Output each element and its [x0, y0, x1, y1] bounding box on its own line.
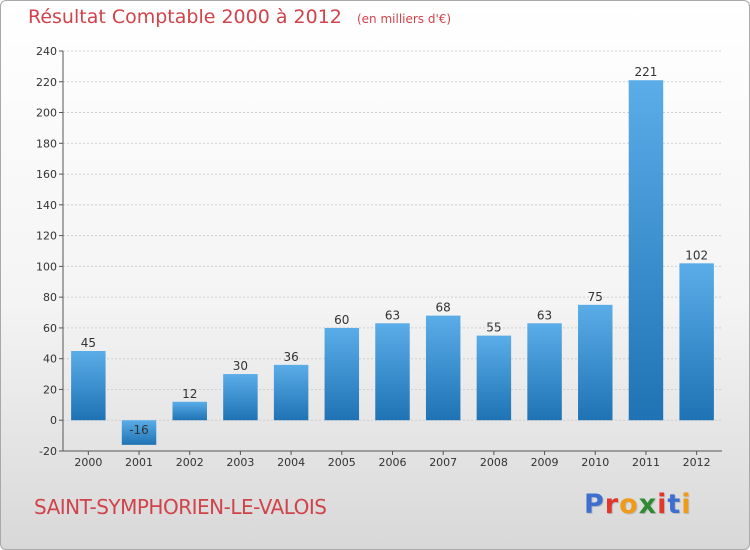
y-tick-label: -20	[39, 445, 57, 458]
y-tick-label: 140	[36, 199, 57, 212]
data-label-2006: 63	[385, 308, 400, 322]
bar-layer: 45 -16 12 30 36 60 63 68 55 63 75 221 102	[71, 65, 714, 445]
bar-2011[interactable]	[628, 80, 664, 421]
x-tick-label-2003: 2003	[226, 456, 254, 469]
brand-logo[interactable]: Proxiti	[584, 489, 692, 520]
title-row: Résultat Comptable 2000 à 2012 (en milli…	[28, 6, 451, 28]
x-tick-label-2005: 2005	[328, 456, 356, 469]
y-tick-label: 20	[43, 383, 57, 396]
y-tick-label: 240	[36, 45, 57, 58]
bar-2004[interactable]	[273, 364, 309, 421]
x-tick-label-2010: 2010	[581, 456, 609, 469]
y-tick-label: 80	[43, 291, 57, 304]
brand-letter: r	[604, 489, 620, 520]
brand-letter: o	[619, 489, 639, 520]
data-label-2002: 12	[182, 387, 197, 401]
y-tick-label: 200	[36, 107, 57, 120]
data-label-2005: 60	[334, 313, 349, 327]
bar-2005[interactable]	[324, 327, 360, 421]
data-label-2012: 102	[685, 248, 708, 262]
x-tick-label-2007: 2007	[429, 456, 457, 469]
chart-title: Résultat Comptable 2000 à 2012	[28, 6, 342, 28]
brand-letter: x	[638, 489, 658, 520]
bar-2010[interactable]	[578, 304, 613, 421]
x-tick-label-2006: 2006	[379, 456, 407, 469]
bar-2003[interactable]	[223, 374, 258, 421]
y-tick-label: 40	[43, 353, 57, 366]
data-label-2003: 30	[233, 359, 248, 373]
data-label-2008: 55	[486, 321, 501, 335]
y-tick-label: 60	[43, 322, 57, 335]
y-tick-label: 120	[36, 230, 57, 243]
x-tick-label-2008: 2008	[480, 456, 508, 469]
x-tick-label-2000: 2000	[74, 456, 102, 469]
y-tick-label: 220	[36, 76, 57, 89]
bar-2006[interactable]	[375, 323, 410, 421]
x-tick-label-2009: 2009	[531, 456, 559, 469]
data-label-2001: -16	[129, 423, 149, 437]
bar-2002[interactable]	[172, 401, 207, 421]
x-tick-label-2011: 2011	[632, 456, 660, 469]
bar-2000[interactable]	[71, 351, 106, 421]
brand-letter: t	[667, 489, 682, 520]
bar-2008[interactable]	[476, 335, 512, 421]
x-tick-label-2004: 2004	[277, 456, 305, 469]
bar-2007[interactable]	[425, 315, 461, 421]
chart-subtitle: (en milliers d'€)	[356, 12, 452, 26]
data-label-2009: 63	[537, 308, 552, 322]
bar-2009[interactable]	[527, 323, 562, 421]
brand-letter: i	[681, 489, 692, 520]
x-tick-label-2012: 2012	[683, 456, 711, 469]
data-label-2000: 45	[81, 336, 96, 350]
data-label-2004: 36	[283, 350, 298, 364]
y-tick-label: 100	[36, 260, 57, 273]
commune-name: SAINT-SYMPHORIEN-LE-VALOIS	[34, 495, 327, 519]
bar-2001[interactable]	[121, 420, 157, 445]
x-tick-label-2001: 2001	[125, 456, 153, 469]
y-tick-label: 0	[50, 414, 57, 427]
y-tick-label: 160	[36, 168, 57, 181]
data-label-2007: 68	[436, 301, 451, 315]
bar-2012[interactable]	[679, 263, 714, 421]
brand-letter: i	[657, 489, 668, 520]
data-label-2010: 75	[588, 290, 603, 304]
y-tick-label: 180	[36, 137, 57, 150]
brand-letter: P	[584, 489, 605, 520]
axis-layer: -20 0 20 40 60 80 100 120 140 160 180 200 220 240 2000…	[36, 45, 722, 469]
x-tick-label-2002: 2002	[176, 456, 204, 469]
data-label-2011: 221	[635, 65, 658, 79]
